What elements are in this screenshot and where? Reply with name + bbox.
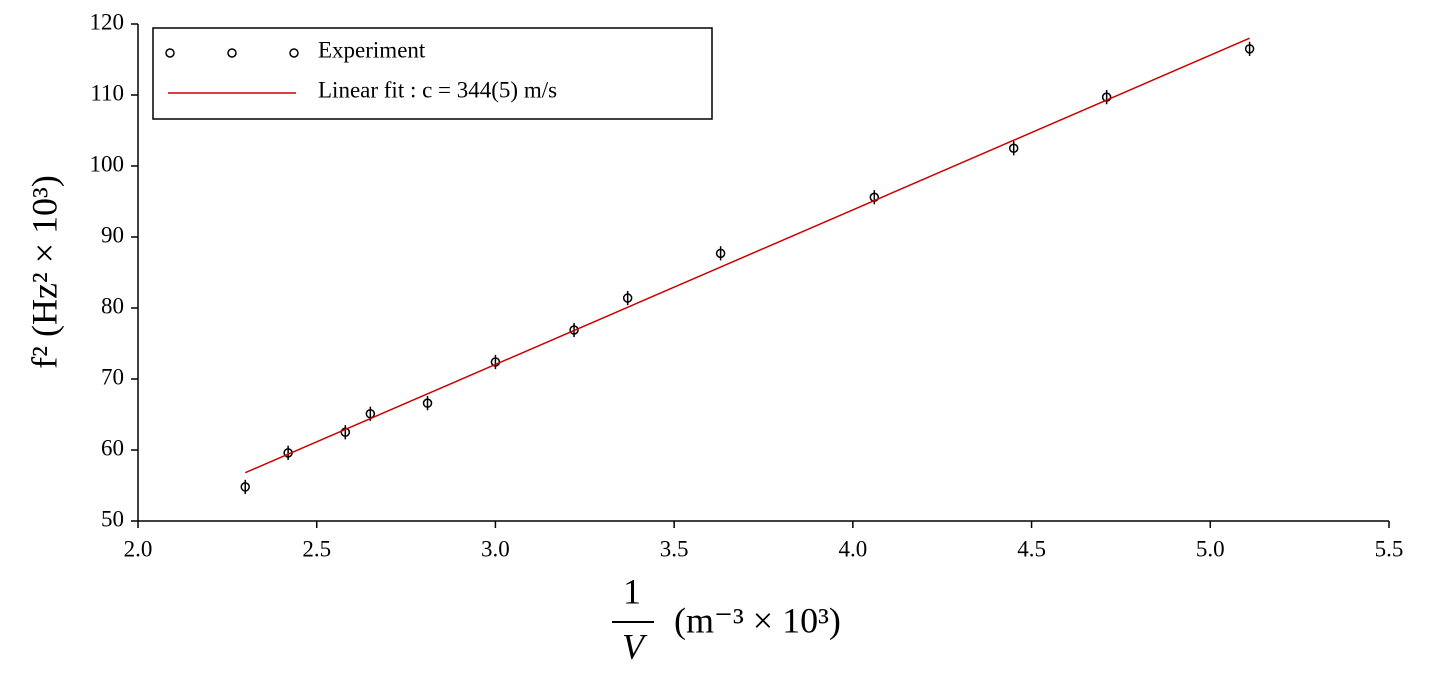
data-point — [715, 248, 726, 259]
data-point — [340, 427, 351, 437]
x-tick-label: 5.5 — [1375, 536, 1404, 561]
data-point — [622, 293, 633, 303]
y-tick-label: 110 — [90, 80, 124, 105]
y-tick-label: 50 — [101, 506, 124, 531]
legend-marker — [227, 48, 237, 58]
x-tick-label: 3.0 — [481, 536, 510, 561]
x-tick-label: 4.0 — [838, 536, 867, 561]
x-label-numerator: 1 — [623, 571, 641, 611]
x-tick-label: 2.0 — [124, 536, 153, 561]
x-tick-label: 5.0 — [1196, 536, 1225, 561]
y-tick-label: 80 — [101, 293, 124, 318]
y-tick-label: 60 — [101, 435, 124, 460]
y-tick-label: 120 — [90, 9, 125, 34]
legend-marker — [165, 48, 175, 58]
legend-box — [152, 27, 713, 120]
x-label-unit: (m⁻³ × 10³) — [674, 600, 841, 640]
x-tick-label: 3.5 — [660, 536, 689, 561]
y-tick-label: 90 — [101, 222, 124, 247]
y-tick-label: 70 — [101, 364, 124, 389]
x-tick-label: 2.5 — [302, 536, 331, 561]
data-point — [240, 482, 250, 492]
legend-marker — [289, 48, 299, 58]
y-tick-label: 100 — [90, 151, 125, 176]
data-point — [422, 398, 433, 408]
x-tick-label: 4.5 — [1017, 536, 1046, 561]
x-label-denominator: V — [622, 626, 648, 666]
legend-label: Linear fit : c = 344(5) m/s — [318, 77, 557, 102]
data-point — [1244, 44, 1255, 54]
data-point — [1008, 143, 1019, 153]
data-point — [1101, 92, 1112, 102]
legend-label: Experiment — [318, 37, 426, 62]
data-point — [569, 325, 579, 335]
fit-line — [244, 37, 1250, 474]
y-axis-label: f² (Hz² × 10³) — [24, 175, 64, 369]
